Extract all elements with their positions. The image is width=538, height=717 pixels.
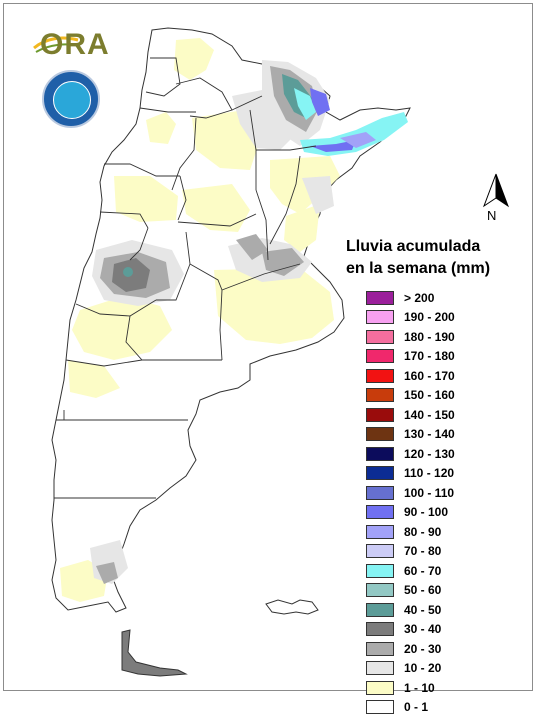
legend-label: 120 - 130	[404, 447, 455, 461]
legend-label: 50 - 60	[404, 583, 441, 597]
legend-title-line1: Lluvia acumulada	[346, 236, 526, 258]
legend-item: 50 - 60	[366, 581, 516, 601]
legend-item: > 200	[366, 288, 516, 308]
legend-swatch	[366, 408, 394, 422]
legend-swatch	[366, 603, 394, 617]
legend-label: 150 - 160	[404, 388, 455, 402]
legend-item: 30 - 40	[366, 620, 516, 640]
rain-40-50-spot	[123, 267, 133, 277]
north-arrow-icon	[478, 170, 514, 210]
legend-swatch	[366, 622, 394, 636]
legend-item: 80 - 90	[366, 522, 516, 542]
legend-item: 160 - 170	[366, 366, 516, 386]
legend-swatch	[366, 486, 394, 500]
smn-argentina-seal-icon	[42, 70, 100, 128]
seal-inner-emblem	[53, 81, 91, 119]
legend-label: 30 - 40	[404, 622, 441, 636]
legend-item: 150 - 160	[366, 386, 516, 406]
legend-swatch	[366, 291, 394, 305]
legend-label: 70 - 80	[404, 544, 441, 558]
north-arrow: N	[478, 170, 514, 222]
islas-malvinas	[266, 600, 318, 614]
legend-swatch	[366, 583, 394, 597]
legend-item: 120 - 130	[366, 444, 516, 464]
legend-swatch	[366, 700, 394, 714]
legend-item: 20 - 30	[366, 639, 516, 659]
legend-swatch	[366, 642, 394, 656]
legend-label: 180 - 190	[404, 330, 455, 344]
tierra-del-fuego	[122, 630, 186, 676]
legend-swatch	[366, 661, 394, 675]
legend-swatch	[366, 564, 394, 578]
legend-label: 20 - 30	[404, 642, 441, 656]
legend-label: > 200	[404, 291, 434, 305]
legend-item: 90 - 100	[366, 503, 516, 523]
legend-item: 1 - 10	[366, 678, 516, 698]
rainfall-legend: > 200 190 - 200 180 - 190 170 - 180 160 - 17…	[366, 288, 516, 717]
legend-item: 70 - 80	[366, 542, 516, 562]
legend-label: 1 - 10	[404, 681, 435, 695]
legend-swatch	[366, 330, 394, 344]
legend-swatch	[366, 388, 394, 402]
legend-item: 180 - 190	[366, 327, 516, 347]
legend-swatch	[366, 349, 394, 363]
legend-swatch	[366, 427, 394, 441]
legend-label: 100 - 110	[404, 486, 454, 500]
legend-label: 80 - 90	[404, 525, 441, 539]
legend-label: 160 - 170	[404, 369, 455, 383]
ora-brand-text: ORA	[40, 28, 110, 62]
legend-item: 170 - 180	[366, 347, 516, 367]
legend-label: 10 - 20	[404, 661, 441, 675]
legend-label: 90 - 100	[404, 505, 448, 519]
legend-item: 0 - 1	[366, 698, 516, 717]
legend-title: Lluvia acumulada en la semana (mm)	[346, 236, 526, 280]
legend-label: 60 - 70	[404, 564, 441, 578]
legend-swatch	[366, 310, 394, 324]
legend-label: 140 - 150	[404, 408, 455, 422]
legend-label: 190 - 200	[404, 310, 455, 324]
north-label: N	[487, 208, 496, 223]
legend-label: 130 - 140	[404, 427, 455, 441]
legend-item: 100 - 110	[366, 483, 516, 503]
legend-item: 60 - 70	[366, 561, 516, 581]
legend-item: 110 - 120	[366, 464, 516, 484]
legend-swatch	[366, 369, 394, 383]
legend-item: 190 - 200	[366, 308, 516, 328]
legend-swatch	[366, 525, 394, 539]
legend-swatch	[366, 681, 394, 695]
legend-item: 130 - 140	[366, 425, 516, 445]
legend-swatch	[366, 447, 394, 461]
legend-swatch	[366, 544, 394, 558]
legend-label: 0 - 1	[404, 700, 428, 714]
legend-label: 40 - 50	[404, 603, 441, 617]
legend-item: 10 - 20	[366, 659, 516, 679]
legend-item: 40 - 50	[366, 600, 516, 620]
legend-item: 140 - 150	[366, 405, 516, 425]
legend-title-line2: en la semana (mm)	[346, 258, 526, 280]
legend-swatch	[366, 505, 394, 519]
legend-label: 110 - 120	[404, 466, 454, 480]
ora-logo: ORA	[32, 26, 108, 62]
legend-label: 170 - 180	[404, 349, 455, 363]
legend-swatch	[366, 466, 394, 480]
